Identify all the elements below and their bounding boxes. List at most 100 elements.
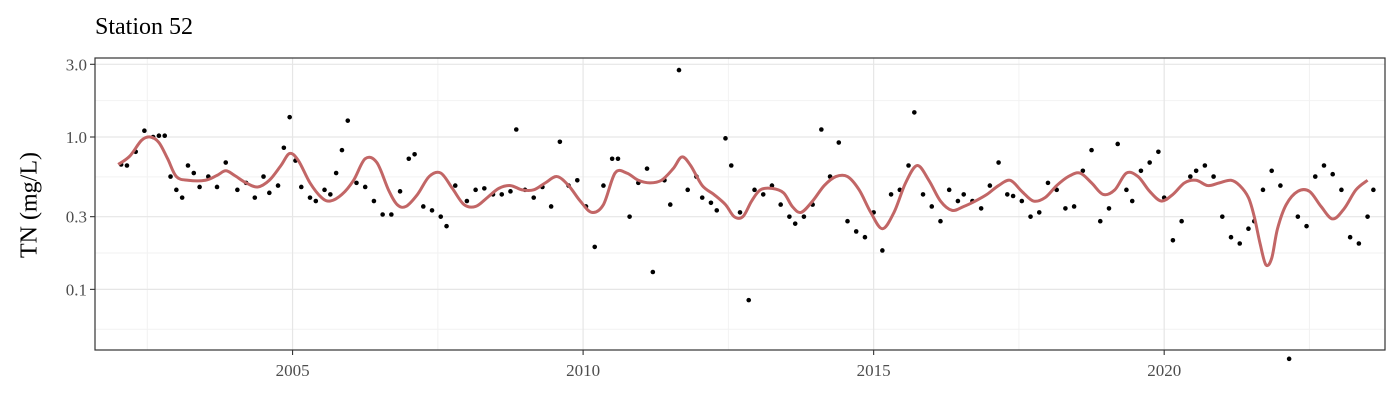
y-tick-label: 1.0 bbox=[66, 128, 87, 147]
data-point bbox=[769, 183, 775, 188]
x-tick-label: 2015 bbox=[857, 361, 891, 380]
data-point bbox=[1269, 168, 1274, 174]
data-point bbox=[987, 183, 993, 188]
data-point bbox=[1188, 174, 1193, 179]
smooth-line bbox=[117, 135, 1369, 268]
data-point bbox=[644, 166, 650, 171]
data-point bbox=[267, 190, 272, 196]
data-point bbox=[760, 192, 766, 197]
data-point bbox=[938, 218, 943, 224]
data-point bbox=[371, 198, 377, 204]
data-point bbox=[438, 214, 444, 219]
data-point bbox=[1347, 234, 1353, 240]
data-point bbox=[444, 223, 449, 229]
data-point bbox=[1371, 187, 1376, 193]
data-point bbox=[737, 210, 743, 215]
data-point bbox=[389, 212, 394, 217]
data-point bbox=[792, 221, 798, 226]
data-point bbox=[961, 192, 967, 197]
data-point bbox=[880, 248, 885, 253]
data-point bbox=[313, 198, 319, 204]
data-point bbox=[676, 67, 682, 73]
data-point bbox=[557, 139, 563, 145]
data-point bbox=[223, 160, 229, 165]
data-point bbox=[1356, 241, 1362, 246]
data-point bbox=[174, 187, 179, 193]
data-point bbox=[179, 195, 185, 200]
data-point bbox=[1237, 241, 1243, 246]
data-point bbox=[723, 136, 728, 141]
data-point bbox=[1339, 187, 1344, 193]
data-point bbox=[1080, 168, 1086, 174]
y-tick-label: 3.0 bbox=[66, 55, 87, 74]
data-point bbox=[746, 297, 752, 303]
data-point bbox=[142, 128, 147, 133]
data-point bbox=[853, 229, 859, 234]
y-tick-label: 0.3 bbox=[66, 208, 87, 227]
data-point bbox=[787, 214, 792, 219]
data-point bbox=[354, 180, 359, 186]
data-point bbox=[322, 187, 327, 193]
data-point bbox=[464, 198, 470, 204]
data-point bbox=[978, 206, 984, 211]
data-point bbox=[261, 174, 266, 179]
data-point bbox=[946, 187, 952, 193]
data-point bbox=[499, 192, 505, 197]
data-point bbox=[1211, 174, 1216, 179]
data-point bbox=[281, 145, 287, 151]
data-point bbox=[601, 183, 606, 188]
data-point bbox=[235, 187, 240, 193]
data-point bbox=[1365, 214, 1370, 219]
data-point bbox=[708, 200, 714, 206]
data-point bbox=[778, 202, 783, 207]
data-point bbox=[912, 110, 917, 115]
data-point bbox=[592, 244, 598, 250]
data-point bbox=[1156, 149, 1161, 155]
x-tick-label: 2020 bbox=[1147, 361, 1181, 380]
data-point bbox=[307, 195, 313, 200]
data-point bbox=[168, 174, 173, 179]
data-point bbox=[1321, 163, 1327, 168]
data-point bbox=[1295, 214, 1301, 219]
data-point bbox=[1330, 171, 1336, 177]
data-point bbox=[429, 208, 435, 213]
data-point bbox=[1219, 214, 1225, 219]
data-point bbox=[1286, 356, 1292, 362]
data-point bbox=[339, 147, 345, 153]
data-point bbox=[929, 204, 935, 209]
data-point bbox=[406, 156, 412, 162]
data-point bbox=[1036, 210, 1042, 215]
data-point bbox=[287, 114, 292, 120]
data-point bbox=[627, 214, 632, 219]
data-point bbox=[1106, 206, 1112, 211]
data-point bbox=[1019, 198, 1025, 204]
data-point bbox=[333, 170, 339, 176]
data-point bbox=[191, 170, 197, 176]
data-point bbox=[1063, 206, 1068, 211]
data-point bbox=[214, 184, 220, 190]
data-point bbox=[1097, 218, 1103, 224]
data-points bbox=[118, 67, 1376, 362]
y-axis-ticks: 3.0 1.0 0.3 0.1 bbox=[66, 55, 95, 299]
data-point bbox=[836, 140, 842, 145]
data-point bbox=[473, 187, 478, 193]
data-point bbox=[1071, 204, 1077, 209]
data-point bbox=[197, 184, 202, 190]
chart-title: Station 52 bbox=[95, 14, 194, 40]
data-point bbox=[1246, 226, 1251, 232]
data-point bbox=[1089, 147, 1094, 153]
data-point bbox=[801, 214, 807, 219]
data-point bbox=[1179, 218, 1184, 224]
data-point bbox=[380, 212, 385, 217]
data-point bbox=[513, 127, 519, 132]
data-point bbox=[1278, 183, 1283, 188]
data-point bbox=[275, 183, 281, 188]
data-point bbox=[1260, 187, 1266, 193]
data-point bbox=[1004, 192, 1010, 197]
data-point bbox=[412, 151, 417, 157]
major-gridlines bbox=[95, 58, 1385, 350]
data-point bbox=[345, 118, 351, 123]
data-point bbox=[752, 187, 757, 193]
data-point bbox=[667, 202, 673, 207]
data-point bbox=[156, 133, 162, 138]
